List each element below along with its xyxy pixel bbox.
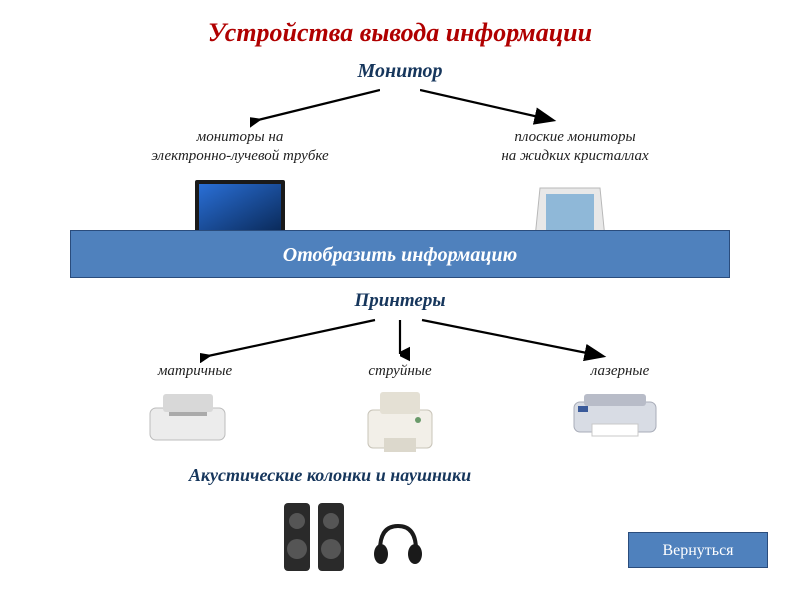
arrow-printer-right xyxy=(420,318,610,363)
speakers-icon xyxy=(280,495,350,580)
headphones-icon xyxy=(370,520,425,570)
printers-heading: Принтеры xyxy=(0,290,800,312)
matrix-printer-icon xyxy=(145,388,230,448)
monitor-heading: Монитор xyxy=(0,60,800,83)
page-title: Устройства вывода информации xyxy=(0,0,800,48)
arrow-monitor-right xyxy=(420,88,560,128)
monitor-crt-label: мониторы на электронно-лучевой трубке xyxy=(130,128,350,166)
monitor-lcd-label: плоские мониторы на жидких кристаллах xyxy=(460,128,690,166)
inkjet-printer-icon xyxy=(360,388,440,458)
printer-inkjet-label: струйные xyxy=(320,362,480,381)
printer-laser-label: лазерные xyxy=(540,362,700,381)
printer-matrix-label: матричные xyxy=(115,362,275,381)
arrow-printer-center xyxy=(390,318,410,363)
arrow-monitor-left xyxy=(250,88,380,128)
laser-printer-icon xyxy=(570,392,660,442)
info-banner: Отобразить информацию xyxy=(70,230,730,278)
acoustic-heading: Акустические колонки и наушники xyxy=(130,465,530,486)
arrow-printer-left xyxy=(200,318,380,363)
back-button[interactable]: Вернуться xyxy=(628,532,768,568)
